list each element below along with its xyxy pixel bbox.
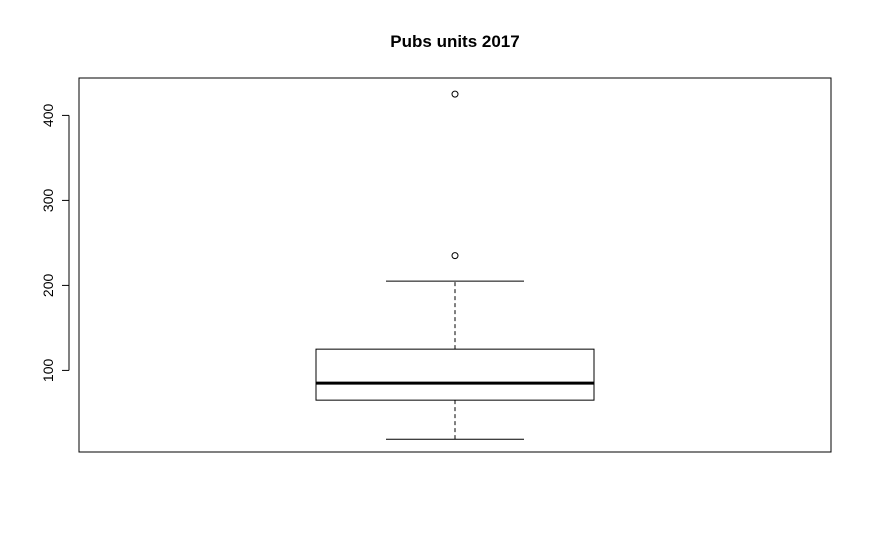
- plot-frame: [78, 77, 832, 453]
- y-tick-label-100: 100: [40, 359, 56, 383]
- y-tick-label-400: 400: [40, 104, 56, 128]
- y-tick-label-200: 200: [40, 274, 56, 298]
- chart-title: Pubs units 2017: [390, 32, 519, 51]
- box-plot: [315, 90, 595, 440]
- outlier-point-2: [451, 90, 459, 98]
- outlier-point-1: [451, 252, 459, 260]
- iqr-box: [315, 348, 595, 401]
- y-tick-label-300: 300: [40, 189, 56, 213]
- y-axis: 100 200 300 400: [40, 104, 70, 383]
